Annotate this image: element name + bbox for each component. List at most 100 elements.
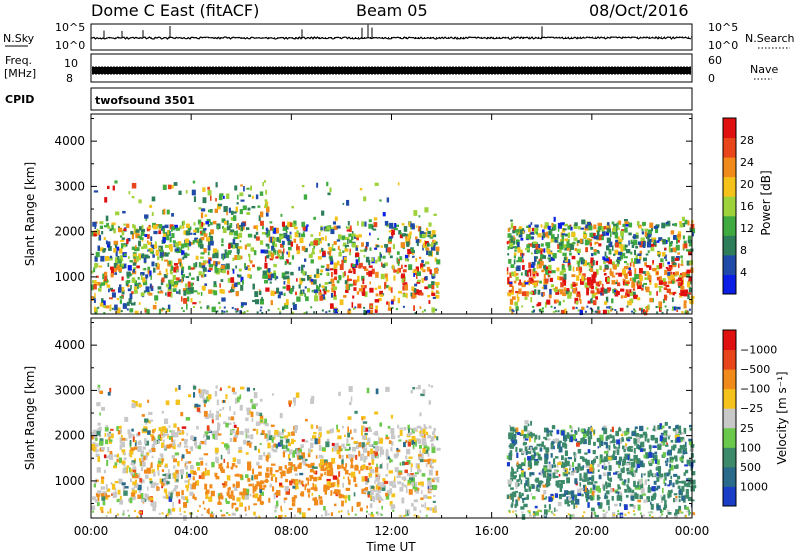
data-cell: [130, 478, 132, 482]
data-cell: [527, 494, 529, 499]
data-cell: [182, 267, 184, 270]
data-cell: [221, 297, 225, 301]
data-cell: [97, 246, 100, 251]
data-cell: [593, 459, 596, 463]
data-cell: [99, 265, 103, 267]
data-cell: [311, 279, 314, 282]
data-cell: [303, 265, 305, 268]
data-cell: [146, 277, 148, 280]
data-cell: [195, 262, 197, 267]
data-cell: [198, 445, 201, 449]
data-cell: [632, 244, 635, 248]
data-cell: [172, 455, 175, 458]
data-cell: [139, 478, 142, 482]
data-cell: [343, 295, 346, 298]
data-cell: [211, 462, 214, 467]
data-cell: [408, 511, 410, 515]
data-cell: [542, 255, 546, 259]
data-cell: [612, 245, 614, 251]
data-cell: [107, 186, 110, 189]
data-cell: [241, 306, 243, 308]
nsearch-label: N.Search: [745, 32, 795, 45]
data-cell: [182, 257, 184, 260]
data-cell: [128, 515, 130, 517]
data-cell: [364, 221, 366, 226]
data-cell: [330, 490, 332, 496]
data-cell: [386, 449, 388, 453]
data-cell: [347, 226, 350, 228]
data-cell: [377, 482, 381, 486]
data-cell: [206, 237, 210, 241]
data-cell: [205, 214, 208, 217]
data-cell: [233, 211, 237, 213]
data-cell: [292, 255, 294, 259]
data-cell: [564, 439, 566, 442]
data-cell: [171, 233, 174, 238]
data-cell: [378, 437, 380, 442]
data-cell: [173, 288, 177, 292]
data-cell: [292, 431, 295, 435]
data-cell: [124, 457, 127, 460]
data-cell: [256, 412, 260, 416]
data-cell: [169, 425, 171, 428]
data-cell: [190, 435, 194, 440]
data-cell: [141, 274, 143, 280]
data-cell: [272, 437, 274, 443]
data-cell: [631, 468, 634, 472]
data-cell: [681, 259, 683, 263]
data-cell: [299, 473, 303, 475]
data-cell: [626, 432, 629, 434]
data-cell: [432, 431, 435, 435]
data-cell: [170, 238, 172, 243]
data-cell: [661, 223, 665, 229]
data-cell: [646, 265, 649, 268]
data-cell: [323, 485, 327, 491]
data-cell: [202, 286, 206, 291]
data-cell: [544, 509, 548, 514]
data-cell: [352, 302, 354, 308]
data-cell: [102, 274, 104, 280]
data-cell: [534, 460, 538, 465]
data-cell: [164, 445, 167, 450]
data-cell: [342, 250, 344, 253]
data-cell: [430, 461, 432, 466]
data-cell: [651, 496, 654, 501]
data-cell: [221, 265, 225, 269]
data-cell: [428, 284, 432, 288]
data-cell: [677, 252, 680, 254]
data-cell: [339, 455, 342, 459]
data-cell: [232, 307, 234, 309]
data-cell: [547, 257, 549, 259]
data-cell: [511, 272, 514, 277]
data-cell: [217, 400, 219, 406]
data-cell: [342, 483, 344, 488]
data-cell: [606, 454, 608, 457]
data-cell: [371, 512, 373, 514]
data-cell: [196, 515, 198, 517]
data-cell: [419, 445, 422, 449]
colorbar-swatch: [723, 196, 736, 216]
data-cell: [427, 243, 430, 247]
data-cell: [265, 203, 267, 208]
data-cell: [112, 308, 114, 310]
data-cell: [680, 445, 684, 450]
data-cell: [181, 279, 183, 284]
data-cell: [158, 224, 162, 228]
data-cell: [676, 310, 678, 312]
data-cell: [176, 492, 180, 497]
data-cell: [331, 293, 333, 298]
data-cell: [238, 450, 242, 453]
data-cell: [212, 254, 215, 258]
data-cell: [417, 271, 421, 276]
data-cell: [252, 264, 255, 267]
data-cell: [97, 502, 100, 506]
data-cell: [520, 235, 523, 238]
data-cell: [171, 266, 174, 271]
data-cell: [107, 433, 111, 437]
data-cell: [158, 230, 161, 234]
data-cell: [157, 467, 159, 471]
data-cell: [185, 485, 189, 488]
data-cell: [329, 250, 331, 256]
data-cell: [373, 497, 375, 502]
data-cell: [224, 221, 227, 225]
